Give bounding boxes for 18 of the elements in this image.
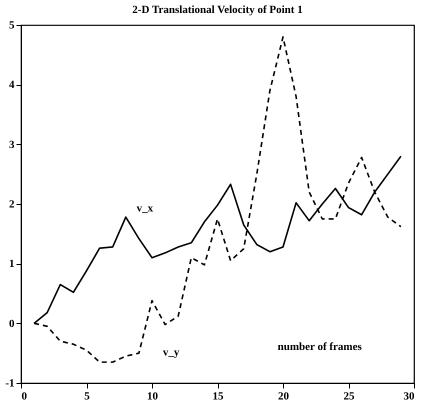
x-tick-label: 5 bbox=[84, 390, 90, 402]
series-label: v_x bbox=[136, 202, 154, 215]
y-tick-label: 3 bbox=[9, 138, 15, 151]
x-tick-label: 25 bbox=[344, 390, 355, 402]
y-tick-label: 5 bbox=[9, 20, 15, 32]
series-label: v_y bbox=[162, 346, 180, 359]
y-tick-label: 1 bbox=[9, 258, 14, 270]
chart-title: 2-D Translational Velocity of Point 1 bbox=[132, 4, 303, 16]
x-tick-label: 20 bbox=[278, 390, 290, 402]
y-tick-label: 0 bbox=[9, 318, 15, 330]
x-tick-label: 30 bbox=[404, 390, 415, 402]
x-tick-label: 15 bbox=[212, 390, 224, 402]
annotation: number of frames bbox=[278, 341, 362, 354]
y-tick-label: -1 bbox=[5, 378, 14, 390]
y-tick-label: 2 bbox=[9, 198, 15, 210]
x-tick-label: 0 bbox=[22, 390, 28, 402]
y-tick-label: 4 bbox=[9, 79, 15, 92]
x-tick-label: 10 bbox=[147, 390, 158, 402]
